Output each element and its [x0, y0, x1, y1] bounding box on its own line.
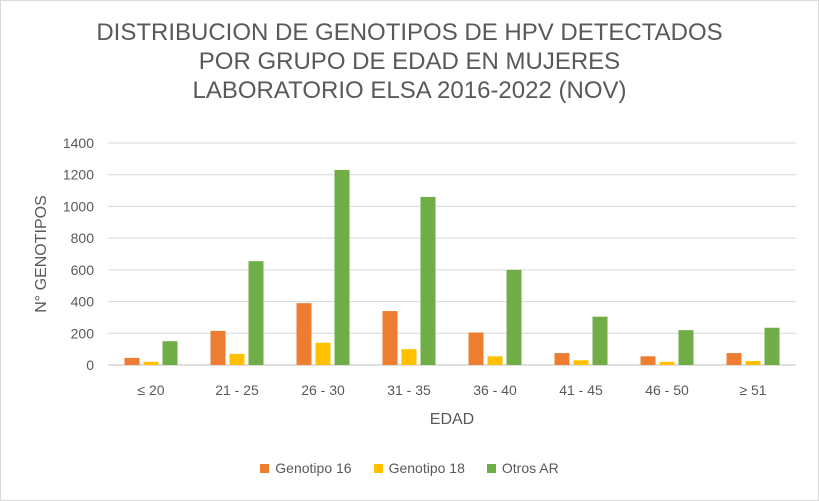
bar — [334, 169, 350, 365]
chart-title-line-3: LABORATORIO ELSA 2016-2022 (NOV) — [192, 77, 627, 104]
x-axis-label: EDAD — [430, 411, 474, 428]
y-axis-label: N° GENOTIPOS — [33, 195, 50, 313]
x-tick-label: 31 - 35 — [387, 382, 431, 398]
bar — [506, 269, 522, 365]
bar — [248, 261, 264, 365]
bars — [124, 169, 780, 365]
y-tick-label: 800 — [71, 230, 95, 246]
x-tick-label: 46 - 50 — [645, 382, 689, 398]
legend-item-genotipo-16: Genotipo 16 — [260, 460, 352, 476]
chart-title-line-2: POR GRUPO DE EDAD EN MUJERES — [198, 48, 621, 75]
bar — [124, 357, 140, 365]
bar — [573, 360, 589, 365]
bar — [468, 332, 484, 365]
x-tick-label: ≥ 51 — [739, 382, 766, 398]
bar — [745, 361, 761, 365]
legend-label-genotipo-18: Genotipo 18 — [388, 460, 465, 476]
legend-label-genotipo-16: Genotipo 16 — [275, 460, 352, 476]
y-axis-ticks: 0 200 400 600 800 1000 1200 1400 — [63, 135, 94, 373]
bar — [382, 311, 398, 365]
legend-swatch-genotipo-16 — [260, 463, 270, 473]
x-axis-ticks: ≤ 20 21 - 25 26 - 30 31 - 35 36 - 40 41 - 45 4… — [137, 382, 766, 398]
bar — [210, 330, 226, 365]
x-tick-label: 36 - 40 — [473, 382, 517, 398]
y-tick-label: 1000 — [63, 198, 94, 214]
bar — [764, 327, 780, 365]
bar — [726, 353, 742, 365]
y-tick-label: 1400 — [63, 135, 94, 151]
x-tick-label: ≤ 20 — [137, 382, 164, 398]
y-tick-label: 600 — [71, 262, 95, 278]
bar — [487, 356, 503, 365]
y-tick-label: 200 — [71, 325, 95, 341]
legend-item-otros-ar: Otros AR — [486, 460, 559, 476]
legend-label-otros-ar: Otros AR — [501, 460, 559, 476]
bar — [401, 349, 417, 365]
bar — [659, 361, 675, 365]
bar — [420, 196, 436, 365]
bar — [640, 356, 656, 365]
chart-title-line-1: DISTRIBUCION DE GENOTIPOS DE HPV DETECTA… — [96, 19, 723, 46]
legend-swatch-otros-ar — [486, 463, 496, 473]
chart-title: DISTRIBUCION DE GENOTIPOS DE HPV DETECTA… — [0, 18, 819, 105]
bar — [229, 353, 245, 365]
y-tick-label: 400 — [71, 294, 95, 310]
legend-item-genotipo-18: Genotipo 18 — [373, 460, 465, 476]
legend-swatch-genotipo-18 — [373, 463, 383, 473]
bar — [143, 361, 159, 365]
x-tick-label: 26 - 30 — [301, 382, 345, 398]
bar — [678, 330, 694, 365]
x-tick-label: 41 - 45 — [559, 382, 603, 398]
bar — [592, 316, 608, 365]
bar — [554, 353, 570, 365]
x-tick-label: 21 - 25 — [215, 382, 259, 398]
y-tick-label: 1200 — [63, 167, 94, 183]
bar — [162, 341, 178, 365]
bar — [296, 303, 312, 365]
legend: Genotipo 16 Genotipo 18 Otros AR — [0, 460, 819, 476]
y-tick-label: 0 — [86, 357, 94, 373]
bar — [315, 342, 331, 365]
